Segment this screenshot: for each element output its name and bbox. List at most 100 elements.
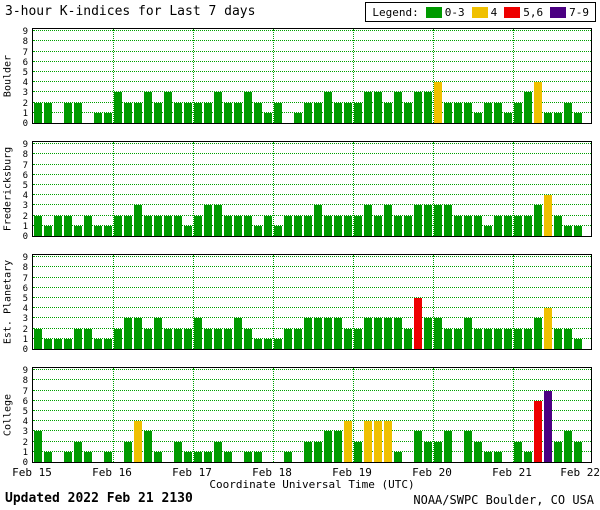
v-gridline bbox=[513, 368, 514, 462]
k-index-bar bbox=[454, 215, 462, 236]
k-index-bar bbox=[354, 328, 362, 349]
k-index-bar bbox=[204, 205, 212, 236]
station-label: Est. Planetary bbox=[2, 259, 14, 345]
h-gridline bbox=[33, 420, 591, 422]
k-index-bar bbox=[334, 102, 342, 123]
h-gridline bbox=[33, 409, 591, 411]
k-index-bar bbox=[34, 328, 42, 349]
k-index-bar bbox=[374, 421, 382, 462]
k-index-bar bbox=[184, 451, 192, 462]
k-index-bar bbox=[244, 328, 252, 349]
k-index-bar bbox=[394, 318, 402, 349]
v-gridline bbox=[513, 255, 514, 349]
k-index-bar bbox=[194, 102, 202, 123]
k-index-bar bbox=[384, 421, 392, 462]
k-index-bar bbox=[134, 102, 142, 123]
y-tick-label: 7 bbox=[22, 47, 28, 58]
credit: NOAA/SWPC Boulder, CO USA bbox=[413, 493, 594, 507]
h-gridline bbox=[33, 317, 591, 319]
y-tick-label: 7 bbox=[22, 273, 28, 284]
y-tick-label: 8 bbox=[22, 376, 28, 387]
k-index-bar bbox=[444, 102, 452, 123]
legend-item-7-9: 7-9 bbox=[550, 6, 589, 19]
k-index-bar bbox=[364, 318, 372, 349]
k-index-bar bbox=[394, 215, 402, 236]
v-gridline bbox=[113, 368, 114, 462]
k-index-bar bbox=[174, 328, 182, 349]
k-index-bar bbox=[424, 441, 432, 462]
k-index-bar bbox=[284, 451, 292, 462]
k-index-bar bbox=[514, 215, 522, 236]
k-index-bar bbox=[314, 205, 322, 236]
k-index-bar bbox=[154, 318, 162, 349]
k-index-bar bbox=[154, 102, 162, 123]
k-index-bar bbox=[74, 328, 82, 349]
h-gridline bbox=[33, 327, 591, 329]
k-index-bar bbox=[344, 421, 352, 462]
h-gridline bbox=[33, 286, 591, 288]
k-index-bar bbox=[474, 328, 482, 349]
k-index-bar bbox=[454, 102, 462, 123]
h-gridline bbox=[33, 183, 591, 185]
k-index-bar bbox=[174, 215, 182, 236]
y-tick-label: 3 bbox=[22, 314, 28, 325]
v-gridline bbox=[273, 142, 274, 236]
k-index-bar bbox=[254, 338, 262, 349]
k-index-bar bbox=[454, 328, 462, 349]
k-index-bar bbox=[354, 215, 362, 236]
k-index-bar bbox=[434, 318, 442, 349]
y-tick-label: 7 bbox=[22, 160, 28, 171]
k-index-bar bbox=[264, 338, 272, 349]
k-index-bar bbox=[224, 328, 232, 349]
legend-item-label: 7-9 bbox=[569, 5, 589, 19]
y-tick-label: 7 bbox=[22, 386, 28, 397]
k-index-bar bbox=[214, 441, 222, 462]
h-gridline bbox=[33, 389, 591, 391]
x-tick-label: Feb 18 bbox=[252, 466, 292, 479]
k-index-bar bbox=[94, 225, 102, 236]
k-index-bar bbox=[44, 225, 52, 236]
k-index-bar bbox=[414, 92, 422, 123]
k-index-bar bbox=[194, 215, 202, 236]
h-gridline bbox=[33, 214, 591, 216]
k-index-bar bbox=[544, 308, 552, 349]
k-index-bar bbox=[254, 225, 262, 236]
k-index-bar bbox=[414, 431, 422, 462]
y-tick-label: 2 bbox=[22, 98, 28, 109]
h-gridline bbox=[33, 163, 591, 165]
k-index-bar bbox=[524, 451, 532, 462]
k-index-bar bbox=[314, 102, 322, 123]
chart-title: 3-hour K-indices for Last 7 days bbox=[5, 4, 256, 19]
v-gridline bbox=[513, 142, 514, 236]
h-gridline bbox=[33, 194, 591, 196]
v-gridline bbox=[353, 255, 354, 349]
h-gridline bbox=[33, 40, 591, 42]
y-tick-label: 1 bbox=[22, 334, 28, 345]
x-tick-label: Feb 17 bbox=[172, 466, 212, 479]
k-index-bar bbox=[234, 102, 242, 123]
h-gridline bbox=[33, 101, 591, 103]
k-index-bar bbox=[514, 441, 522, 462]
k-index-bar bbox=[474, 215, 482, 236]
k-index-bar bbox=[354, 102, 362, 123]
k-index-bar bbox=[234, 215, 242, 236]
k-index-bar bbox=[94, 338, 102, 349]
k-index-bar bbox=[44, 338, 52, 349]
k-index-bar bbox=[524, 215, 532, 236]
y-tick-label: 6 bbox=[22, 396, 28, 407]
v-gridline bbox=[113, 255, 114, 349]
y-tick-label: 1 bbox=[22, 108, 28, 119]
k-index-bar bbox=[344, 215, 352, 236]
y-tick-label: 2 bbox=[22, 324, 28, 335]
h-gridline bbox=[33, 153, 591, 155]
legend-swatch bbox=[425, 6, 442, 18]
v-gridline bbox=[193, 142, 194, 236]
k-index-bar bbox=[294, 112, 302, 123]
k-index-bar bbox=[524, 328, 532, 349]
h-gridline bbox=[33, 143, 591, 145]
k-index-bar bbox=[464, 215, 472, 236]
y-tick-label: 4 bbox=[22, 417, 28, 428]
y-tick-label: 3 bbox=[22, 427, 28, 438]
k-index-bar bbox=[554, 441, 562, 462]
k-index-bar bbox=[94, 112, 102, 123]
